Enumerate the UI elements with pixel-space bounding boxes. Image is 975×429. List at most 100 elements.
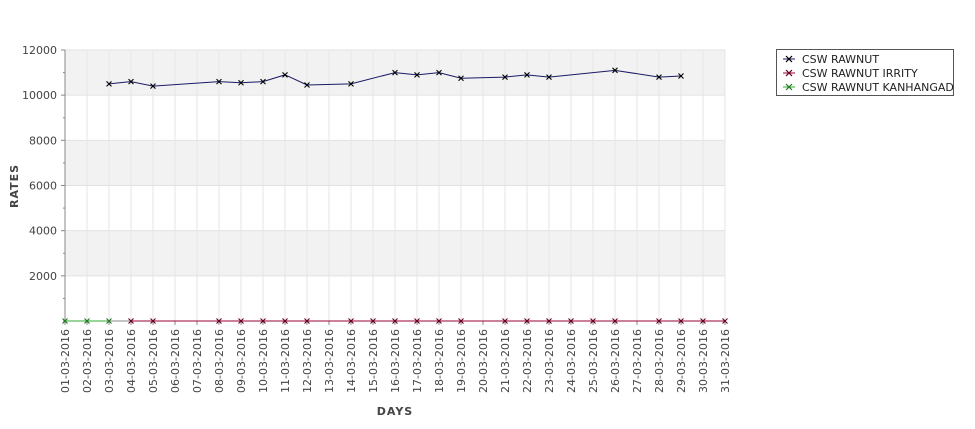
x-tick-label: 02-03-2016: [81, 329, 94, 393]
marker-stroke: [238, 318, 244, 324]
x-tick-label: 22-03-2016: [521, 329, 534, 393]
data-point-marker: [568, 318, 574, 324]
x-tick-label: 05-03-2016: [147, 329, 160, 393]
x-tick-label: 12-03-2016: [301, 329, 314, 393]
data-point-marker: [502, 318, 508, 324]
data-point-marker: [106, 80, 112, 87]
x-tick-label: 09-03-2016: [235, 329, 248, 393]
y-tick-label: 2000: [29, 270, 57, 283]
marker-stroke: [62, 318, 68, 324]
marker-stroke: [238, 79, 244, 86]
data-point-marker: [414, 318, 420, 324]
marker-stroke: [700, 318, 706, 324]
x-marker-icon: [783, 55, 795, 63]
data-point-marker: [282, 71, 288, 78]
data-point-marker: [348, 80, 354, 87]
marker-stroke: [260, 78, 266, 85]
x-tick-label: 13-03-2016: [323, 329, 336, 393]
legend-label: CSW RAWNUT IRRITY: [802, 66, 918, 80]
marker-stroke: [524, 71, 530, 78]
x-tick-label: 15-03-2016: [367, 329, 380, 393]
x-tick-label: 04-03-2016: [125, 329, 138, 393]
data-point-marker: [524, 318, 530, 324]
x-tick-label: 20-03-2016: [477, 329, 490, 393]
marker-stroke: [568, 318, 574, 324]
y-tick-label: 10000: [22, 89, 57, 102]
series-csw-rawnut-irrity: [128, 318, 728, 324]
legend-item-csw-rawnut[interactable]: CSW RAWNUT: [783, 52, 879, 66]
marker-stroke: [414, 71, 420, 78]
x-marker-icon: [783, 69, 795, 77]
marker-stroke: [128, 318, 134, 324]
marker-stroke: [370, 318, 376, 324]
data-point-marker: [678, 318, 684, 324]
data-point-marker: [458, 318, 464, 324]
x-tick-label: 18-03-2016: [433, 329, 446, 393]
x-tick-label: 26-03-2016: [609, 329, 622, 393]
marker-stroke: [546, 74, 552, 80]
x-tick-label: 16-03-2016: [389, 329, 402, 393]
data-point-marker: [128, 78, 134, 85]
x-tick-label: 19-03-2016: [455, 329, 468, 393]
marker-stroke: [590, 318, 596, 324]
marker-stroke: [612, 67, 618, 74]
series-csw-rawnut-kanhangad: [62, 318, 112, 324]
marker-stroke: [458, 75, 464, 82]
marker-stroke: [304, 318, 310, 324]
data-point-marker: [612, 318, 618, 324]
data-point-marker: [216, 78, 222, 85]
marker-stroke: [458, 318, 464, 324]
x-tick-label: 03-03-2016: [103, 329, 116, 393]
marker-stroke: [150, 318, 156, 324]
marker-stroke: [502, 74, 508, 80]
data-point-marker: [612, 67, 618, 74]
marker-stroke: [524, 318, 530, 324]
x-tick-label: 17-03-2016: [411, 329, 424, 393]
marker-stroke: [612, 318, 618, 324]
marker-stroke: [150, 83, 156, 90]
marker-stroke: [216, 78, 222, 85]
data-point-marker: [524, 71, 530, 78]
series-csw-rawnut: [106, 67, 684, 90]
data-point-marker: [106, 318, 112, 324]
legend-label: CSW RAWNUT KANHANGAD: [802, 80, 954, 94]
marker-stroke: [436, 318, 442, 324]
marker-stroke: [106, 318, 112, 324]
legend-item-csw-rawnut-kanhangad[interactable]: CSW RAWNUT KANHANGAD: [783, 80, 954, 94]
data-point-marker: [590, 318, 596, 324]
data-point-marker: [238, 318, 244, 324]
marker-stroke: [106, 80, 112, 87]
x-marker-icon: [783, 83, 795, 91]
marker-stroke: [260, 318, 266, 324]
marker-stroke: [414, 318, 420, 324]
data-point-marker: [414, 71, 420, 78]
marker-stroke: [282, 71, 288, 78]
data-point-marker: [656, 318, 662, 324]
y-axis-ticks: 2000 4000 6000 8000 10000 12000: [22, 44, 65, 322]
x-axis-ticks: 01-03-2016 02-03-2016 03-03-2016 04-03-2016…: [59, 321, 732, 393]
x-tick-label: 21-03-2016: [499, 329, 512, 393]
x-tick-label: 14-03-2016: [345, 329, 358, 393]
data-point-marker: [84, 318, 90, 324]
data-point-marker: [436, 318, 442, 324]
data-point-marker: [722, 318, 728, 324]
x-tick-label: 10-03-2016: [257, 329, 270, 393]
marker-stroke: [546, 318, 552, 324]
marker-stroke: [128, 78, 134, 85]
series-group: [62, 67, 728, 324]
x-tick-label: 29-03-2016: [675, 329, 688, 393]
data-point-marker: [238, 79, 244, 86]
y-tick-label: 6000: [29, 180, 57, 193]
data-point-marker: [62, 318, 68, 324]
marker-stroke: [678, 318, 684, 324]
legend-item-csw-rawnut-irrity[interactable]: CSW RAWNUT IRRITY: [783, 66, 918, 80]
data-point-marker: [370, 318, 376, 324]
marker-stroke: [84, 318, 90, 324]
x-tick-label: 23-03-2016: [543, 329, 556, 393]
marker-stroke: [348, 318, 354, 324]
marker-stroke: [436, 69, 442, 76]
data-point-marker: [546, 74, 552, 80]
x-tick-label: 24-03-2016: [565, 329, 578, 393]
y-tick-label: 4000: [29, 225, 57, 238]
